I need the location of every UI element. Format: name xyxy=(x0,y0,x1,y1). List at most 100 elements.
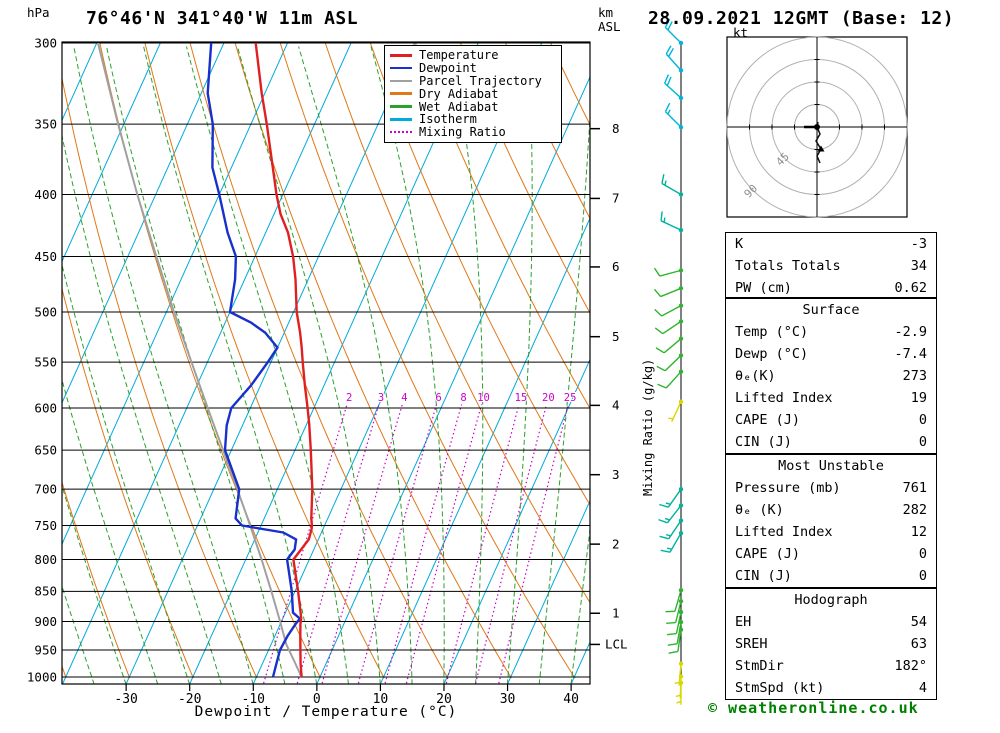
wind-barb-full xyxy=(666,621,676,625)
row-label: θₑ (K) xyxy=(735,502,784,518)
km-tick-label: 7 xyxy=(612,191,620,206)
station-title: 76°46'N 341°40'W 11m ASL xyxy=(86,8,359,29)
mixing-ratio-line xyxy=(405,404,483,684)
mixing-ratio-tick-label: 10 xyxy=(477,392,490,404)
wet-adiabat-line xyxy=(62,133,222,684)
wind-barb xyxy=(674,601,682,623)
hodograph-unit-label: kt xyxy=(733,25,749,40)
wind-barb xyxy=(667,488,682,508)
wind-barb xyxy=(659,269,682,277)
row-label: Totals Totals xyxy=(735,258,841,274)
wind-barb-full xyxy=(654,327,664,335)
wind-barb-full xyxy=(667,643,678,646)
row-value: -7.4 xyxy=(894,346,927,362)
wind-barb-half xyxy=(663,217,666,223)
row-value: 12 xyxy=(910,524,927,540)
wind-barb xyxy=(660,287,682,298)
dry-adiabat-line xyxy=(99,42,321,679)
wind-barb-full xyxy=(656,365,666,372)
wind-barb-half xyxy=(665,502,671,505)
table-title: Most Unstable xyxy=(778,458,884,474)
credit-footer: © weatheronline.co.uk xyxy=(708,699,919,717)
isotherm-line xyxy=(189,42,480,684)
isotherm-line xyxy=(379,217,590,684)
table-row: EH 54 xyxy=(726,611,936,633)
wind-barb-full xyxy=(657,383,667,389)
wind-barb-full xyxy=(660,549,671,553)
temp-tick-label: 30 xyxy=(500,692,516,707)
row-label: CAPE (J) xyxy=(735,546,801,562)
wind-barb xyxy=(665,371,682,389)
wind-barb xyxy=(664,26,682,44)
wind-barb xyxy=(671,401,682,423)
row-label: Temp (°C) xyxy=(735,324,809,340)
wet-adiabat-line xyxy=(186,46,349,684)
plot-border xyxy=(61,41,591,685)
row-label: PW (cm) xyxy=(735,280,792,296)
temp-tick-label: -20 xyxy=(178,692,201,707)
wind-barb xyxy=(676,621,682,644)
wet-adiabat-line xyxy=(538,108,590,684)
mixing-ratio-line xyxy=(445,404,520,684)
pressure-tick-label: 350 xyxy=(34,116,57,131)
table-row: CAPE (J) 0 xyxy=(726,543,936,565)
row-value: 0 xyxy=(918,546,927,562)
wind-barb xyxy=(664,82,682,99)
dry-adiabat-line xyxy=(504,42,590,220)
table-row: Lifted Index 19 xyxy=(726,387,936,409)
pressure-tick-label: 900 xyxy=(34,614,57,629)
row-label: SREH xyxy=(735,636,768,652)
legend-label: Parcel Trajectory xyxy=(419,73,542,88)
pressure-tick-label: 950 xyxy=(34,642,57,657)
table-row: StmSpd (kt) 4 xyxy=(726,677,936,699)
pressure-tick-label: 600 xyxy=(34,400,57,415)
row-label: EH xyxy=(735,614,752,630)
mixing-ratio-tick-label: 4 xyxy=(401,392,407,404)
wind-barb-full xyxy=(653,267,661,277)
legend-swatch-solid xyxy=(390,66,412,70)
row-value: 273 xyxy=(902,368,927,384)
table-row: K -3 xyxy=(726,233,936,255)
wind-barb-full xyxy=(664,74,670,84)
row-value: 34 xyxy=(910,258,927,274)
row-label: Dewp (°C) xyxy=(735,346,809,362)
wind-barb xyxy=(666,505,682,524)
table-row: Lifted Index 12 xyxy=(726,521,936,543)
dry-adiabat-line xyxy=(414,42,590,410)
row-value: 0 xyxy=(918,434,927,450)
table-title: Hodograph xyxy=(794,592,868,608)
skewt-plot-area: 2 3 4 6 8 10 15 20 25 xyxy=(62,42,590,684)
pressure-tick-label: 450 xyxy=(34,249,57,264)
surface-table: Surface Temp (°C) -2.9 Dewp (°C) -7.4 θₑ(K… xyxy=(725,298,937,454)
wind-barb xyxy=(665,53,682,71)
table-row: Dewp (°C) -7.4 xyxy=(726,343,936,365)
lcl-label: LCL xyxy=(605,637,628,652)
row-value: -2.9 xyxy=(894,324,927,340)
isotherm-line xyxy=(62,42,289,546)
wind-barb-full xyxy=(665,45,672,55)
table-row: PW (cm) 0.62 xyxy=(726,277,936,299)
row-value: 182° xyxy=(894,658,927,674)
legend-item: Dry Adiabat xyxy=(390,87,556,100)
mixing-ratio-tick-label: 8 xyxy=(460,392,466,404)
wind-barb-full xyxy=(666,76,672,86)
table-row: Pressure (mb) 761 xyxy=(726,477,936,499)
temperature-curve xyxy=(254,42,314,678)
pressure-tick-label: 850 xyxy=(34,584,57,599)
legend-swatch-solid xyxy=(390,105,412,108)
pressure-tick-label: 400 xyxy=(34,187,57,202)
row-label: StmDir xyxy=(735,658,784,674)
wet-adiabat-line xyxy=(236,46,381,684)
row-label: Lifted Index xyxy=(735,390,833,406)
pressure-unit-label: hPa xyxy=(27,5,50,20)
mixing-ratio-tick-label: 20 xyxy=(542,392,555,404)
isotherm-line xyxy=(62,42,352,684)
isotherm-line xyxy=(62,42,225,404)
row-label: K xyxy=(735,236,744,252)
row-value: 0.62 xyxy=(894,280,927,296)
temp-tick-label: -10 xyxy=(242,692,265,707)
wet-adiabat-line xyxy=(298,46,413,684)
wind-barb xyxy=(662,320,682,335)
